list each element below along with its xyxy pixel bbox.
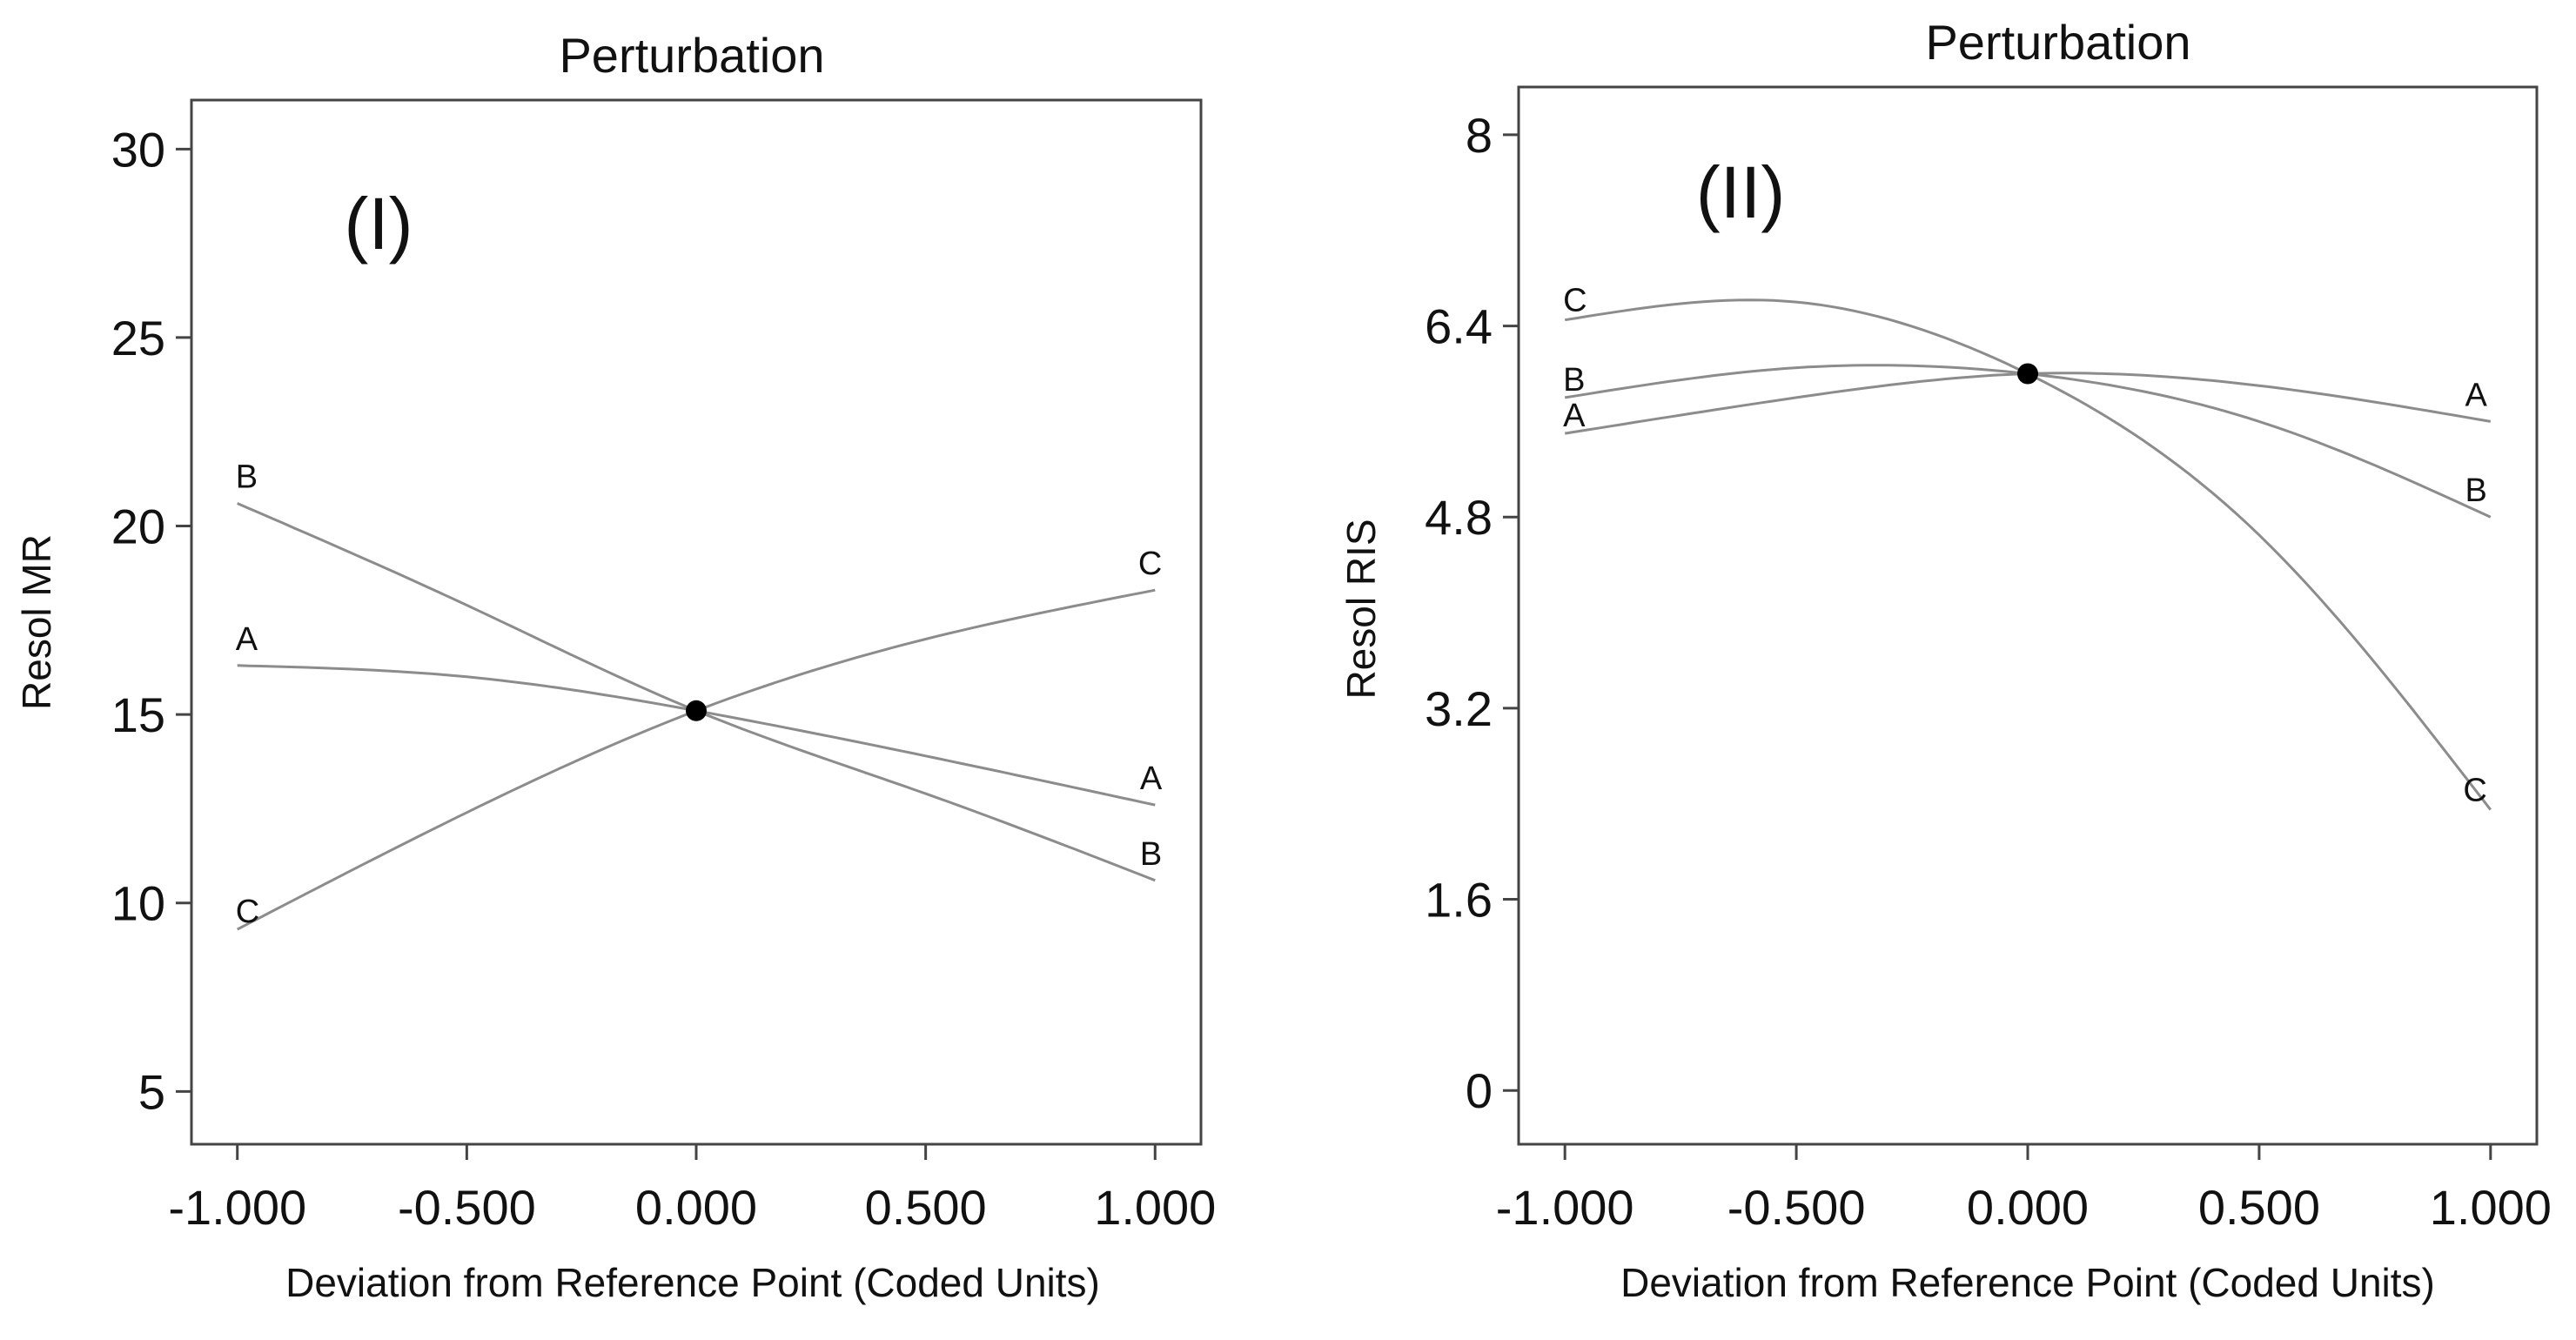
x-tick-label: 0.000: [635, 1180, 757, 1235]
series-label-start: C: [236, 894, 259, 930]
x-axis: -1.000 -0.500 0.000 0.500 1.000: [1496, 1144, 2552, 1235]
x-tick-label: -1.000: [168, 1180, 306, 1235]
series-label-end: A: [2465, 377, 2487, 413]
chart-title: Perturbation: [559, 28, 824, 83]
reference-point: [2017, 363, 2038, 385]
x-tick-label: 1.000: [1094, 1180, 1216, 1235]
y-tick-label: 30: [111, 122, 165, 177]
series-label-end: C: [2463, 773, 2486, 809]
y-tick-label: 8: [1466, 108, 1493, 163]
series-label-start: B: [236, 459, 258, 496]
y-axis: 0 1.6 3.2 4.8 6.4 8: [1425, 108, 1519, 1118]
series-line-b: [1564, 364, 2492, 519]
reference-point: [686, 700, 707, 721]
x-tick-label: -1.000: [1496, 1180, 1634, 1235]
series-label-end: C: [1138, 546, 1162, 582]
y-tick-label: 3.2: [1425, 681, 1493, 736]
series-label-end: B: [2465, 472, 2486, 509]
y-tick-label: 1.6: [1425, 873, 1493, 928]
y-tick-label: 15: [111, 687, 165, 742]
y-tick-label: 25: [111, 311, 165, 365]
y-axis-label: Resol RIS: [1338, 519, 1384, 699]
series-label-start: B: [1563, 362, 1585, 399]
y-tick-label: 4.8: [1425, 490, 1493, 545]
plot-frame: [190, 98, 1203, 1146]
y-tick-label: 0: [1466, 1063, 1493, 1118]
x-tick-label: -0.500: [398, 1180, 536, 1235]
y-tick-label: 20: [111, 499, 165, 554]
y-axis: 5 10 15 20 25 30: [111, 122, 191, 1119]
panel-label: (I): [344, 183, 413, 265]
x-tick-label: 1.000: [2430, 1180, 2552, 1235]
series-label-start: C: [1563, 283, 1587, 319]
series-label-end: B: [1140, 836, 1162, 873]
series-label-start: A: [1563, 398, 1586, 434]
x-tick-label: 0.500: [2198, 1180, 2320, 1235]
y-tick-label: 5: [138, 1064, 165, 1119]
x-axis: -1.000 -0.500 0.000 0.500 1.000: [168, 1144, 1216, 1235]
y-tick-label: 10: [111, 876, 165, 931]
series-line-a: [237, 664, 1156, 807]
x-tick-label: 0.500: [865, 1180, 987, 1235]
plot-frame: [1517, 85, 2539, 1146]
chart-panel-2: Perturbation (II) -1.000 -0.500 0.000 0.500…: [1338, 15, 2552, 1305]
x-tick-label: 0.000: [1967, 1180, 2089, 1235]
chart-title: Perturbation: [1925, 15, 2190, 70]
series-label-end: A: [1140, 760, 1163, 797]
y-axis-label: Resol MR: [14, 534, 59, 710]
x-tick-label: -0.500: [1727, 1180, 1866, 1235]
x-axis-label: Deviation from Reference Point (Coded Un…: [285, 1260, 1100, 1305]
chart-panel-1: Perturbation (I) -1.000 -0.500 0.000 0.500 1…: [14, 28, 1216, 1305]
panel-label: (II): [1696, 151, 1786, 233]
series-label-start: A: [236, 621, 258, 658]
series-line-b: [237, 502, 1156, 882]
series-layer: A A B B C C: [236, 459, 1163, 931]
y-tick-label: 6.4: [1425, 299, 1493, 354]
x-axis-label: Deviation from Reference Point (Coded Un…: [1620, 1260, 2435, 1305]
series-line-c: [237, 588, 1156, 931]
